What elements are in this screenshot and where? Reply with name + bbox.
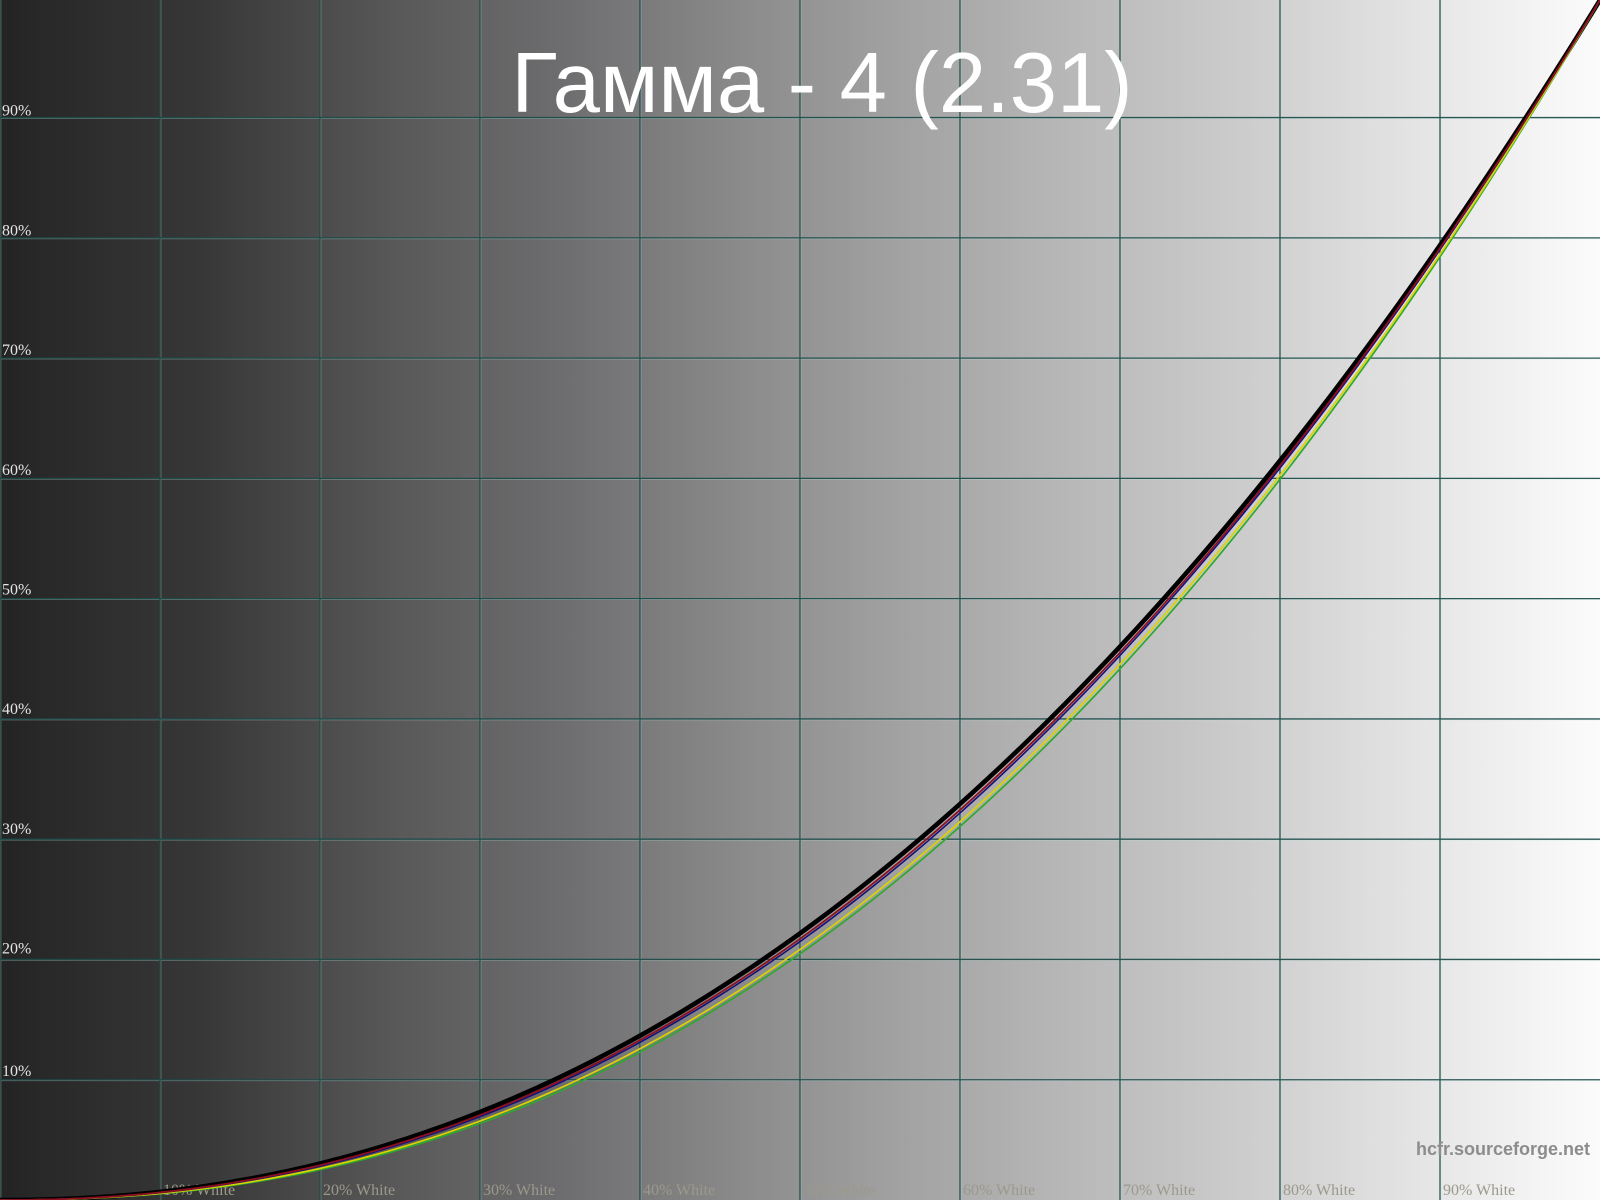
svg-text:Гамма - 4 (2.31): Гамма - 4 (2.31)	[511, 36, 1132, 131]
svg-text:20% White: 20% White	[323, 1182, 395, 1199]
svg-text:70%: 70%	[2, 342, 31, 359]
svg-text:30%: 30%	[2, 821, 31, 838]
svg-text:20%: 20%	[2, 941, 31, 958]
svg-text:hcfr.sourceforge.net: hcfr.sourceforge.net	[1416, 1139, 1590, 1159]
svg-text:90% White: 90% White	[1443, 1182, 1515, 1199]
svg-text:90%: 90%	[2, 103, 31, 120]
svg-text:30% White: 30% White	[483, 1182, 555, 1199]
svg-text:40% White: 40% White	[643, 1182, 715, 1199]
svg-text:40%: 40%	[2, 701, 31, 718]
svg-text:80%: 80%	[2, 222, 31, 239]
svg-text:50% White: 50% White	[803, 1182, 875, 1199]
svg-text:10%: 10%	[2, 1063, 31, 1080]
svg-text:50%: 50%	[2, 582, 31, 599]
svg-text:70% White: 70% White	[1123, 1182, 1195, 1199]
svg-text:60%: 60%	[2, 462, 31, 479]
svg-text:80% White: 80% White	[1283, 1182, 1355, 1199]
svg-text:60% White: 60% White	[963, 1182, 1035, 1199]
